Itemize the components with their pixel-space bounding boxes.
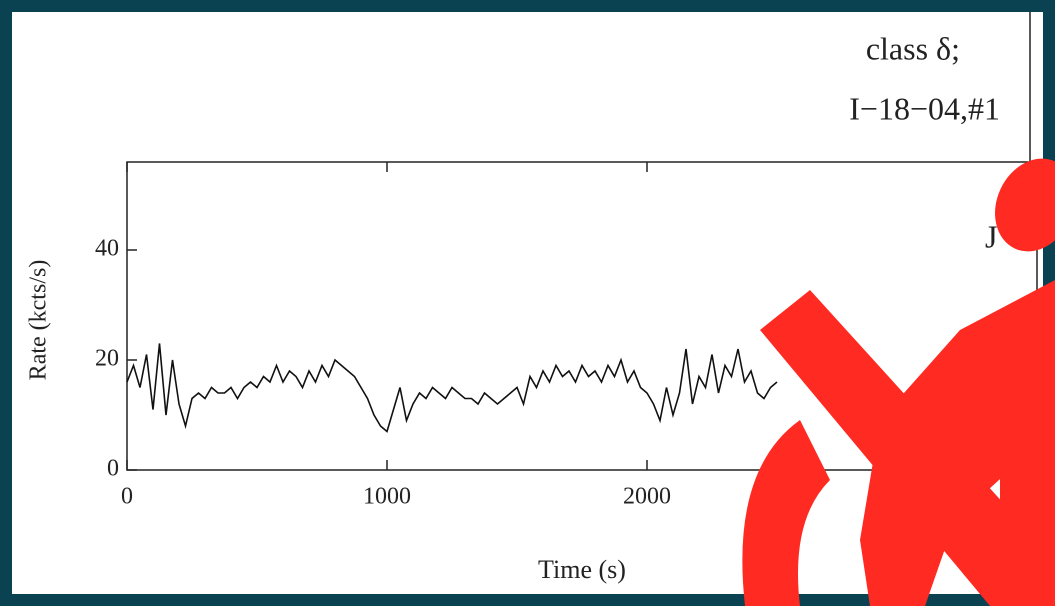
plot-area: 0 1000 2000 0 20 40 bbox=[95, 161, 1038, 510]
logo-stroke bbox=[1000, 440, 1055, 606]
x-axis-label: Time (s) bbox=[538, 555, 626, 584]
x-tick-label: 0 bbox=[121, 484, 133, 510]
data-line bbox=[126, 343, 778, 433]
x-tick-label: 2000 bbox=[623, 484, 671, 510]
y-tick-label: 20 bbox=[95, 346, 119, 372]
x-tick-label: 1000 bbox=[363, 484, 411, 510]
logo-stroke bbox=[742, 420, 830, 606]
y-tick-label: 40 bbox=[95, 236, 119, 262]
y-tick-label: 0 bbox=[107, 456, 119, 482]
logo-stroke bbox=[860, 280, 1055, 606]
panel-label: J bbox=[985, 218, 997, 254]
y-axis-label: Rate (kcts/s) bbox=[26, 260, 52, 381]
annotation: class δ; bbox=[866, 30, 960, 66]
annotation: I−18−04,#1 bbox=[849, 90, 1000, 126]
